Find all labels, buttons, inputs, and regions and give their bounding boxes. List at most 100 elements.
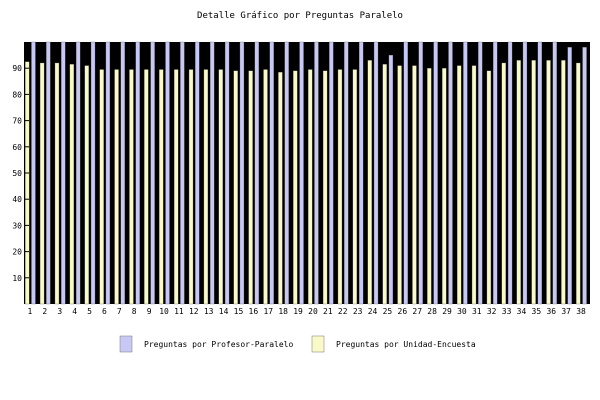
x-tick-label-20: 20: [308, 307, 318, 316]
bar-unidad-34: [516, 60, 521, 305]
bar-profesor-29: [448, 41, 453, 305]
bar-profesor-12: [195, 41, 200, 305]
x-tick-label-21: 21: [323, 307, 333, 316]
x-tick-label-38: 38: [576, 307, 586, 316]
bar-unidad-37: [561, 60, 566, 305]
bar-unidad-3: [54, 62, 60, 305]
bar-unidad-25: [382, 64, 387, 305]
x-tick-label-23: 23: [353, 307, 363, 316]
bar-unidad-35: [531, 60, 536, 305]
bar-unidad-7: [114, 69, 119, 305]
x-tick-label-3: 3: [57, 307, 62, 316]
bar-unidad-19: [293, 70, 298, 305]
x-tick-label-28: 28: [427, 307, 437, 316]
bar-unidad-13: [203, 69, 209, 305]
x-tick-label-36: 36: [546, 307, 556, 316]
bar-unidad-26: [397, 65, 402, 305]
x-tick-label-14: 14: [219, 307, 229, 316]
bar-unidad-2: [39, 62, 45, 305]
x-tick-label-37: 37: [561, 307, 571, 316]
legend-label-profesor: Preguntas por Profesor-Paralelo: [144, 340, 293, 349]
x-tick-label-19: 19: [293, 307, 303, 316]
x-tick-label-27: 27: [412, 307, 422, 316]
bar-profesor-6: [105, 41, 111, 305]
bar-profesor-31: [478, 41, 483, 305]
bar-unidad-18: [278, 71, 283, 305]
bar-unidad-16: [248, 70, 253, 305]
legend: Preguntas por Profesor-Paralelo Preguntas…: [119, 335, 476, 353]
bar-unidad-6: [99, 69, 104, 305]
bar-profesor-21: [329, 41, 334, 305]
bar-unidad-30: [456, 65, 462, 305]
y-tick-label-30: 30: [12, 221, 22, 230]
bar-profesor-5: [90, 41, 96, 305]
y-tick-label-60: 60: [12, 143, 22, 152]
bar-unidad-31: [471, 65, 477, 305]
bar-profesor-15: [239, 41, 245, 305]
bar-unidad-32: [486, 70, 492, 305]
bar-profesor-24: [373, 41, 379, 305]
x-tick-label-32: 32: [487, 307, 497, 316]
x-tick-label-33: 33: [502, 307, 512, 316]
bar-unidad-28: [427, 68, 432, 305]
y-tick-label-90: 90: [12, 64, 22, 73]
bar-profesor-20: [314, 41, 319, 305]
bar-profesor-16: [254, 41, 260, 305]
bar-unidad-38: [576, 62, 581, 305]
y-tick-label-80: 80: [12, 90, 22, 99]
bar-profesor-17: [269, 41, 274, 305]
bar-profesor-18: [284, 41, 289, 305]
x-tick-label-9: 9: [147, 307, 152, 316]
bar-profesor-34: [522, 41, 528, 305]
bar-unidad-12: [188, 69, 194, 305]
bar-profesor-28: [433, 41, 438, 305]
x-tick-label-31: 31: [472, 307, 482, 316]
bar-unidad-22: [337, 69, 343, 305]
x-tick-label-10: 10: [159, 307, 169, 316]
bar-unidad-5: [84, 65, 89, 305]
legend-label-unidad: Preguntas por Unidad-Encuesta: [336, 340, 476, 349]
bar-profesor-9: [150, 41, 155, 305]
y-tick-label-10: 10: [12, 274, 22, 283]
x-tick-label-25: 25: [383, 307, 393, 316]
bar-profesor-35: [537, 41, 543, 305]
bar-profesor-13: [210, 41, 215, 305]
x-tick-label-12: 12: [189, 307, 199, 316]
bar-profesor-11: [180, 41, 185, 305]
y-tick-label-50: 50: [12, 169, 22, 178]
bar-profesor-4: [75, 41, 81, 305]
x-tick-label-13: 13: [204, 307, 214, 316]
bar-profesor-37: [567, 47, 572, 305]
x-tick-label-26: 26: [398, 307, 408, 316]
bar-unidad-8: [129, 69, 134, 305]
chart-title: Detalle Gráfico por Preguntas Paralelo: [197, 11, 403, 21]
x-tick-label-2: 2: [42, 307, 47, 316]
bar-profesor-7: [120, 41, 125, 305]
x-tick-label-30: 30: [457, 307, 467, 316]
x-tick-label-34: 34: [517, 307, 527, 316]
y-tick-label-40: 40: [12, 195, 22, 204]
x-axis: 1 2 3 4 5 6 7 8 9 10 11 12 13 14 15 16 17 18 19 20 21 22 23 24 2…: [28, 307, 587, 316]
bar-unidad-10: [159, 69, 164, 305]
x-tick-label-15: 15: [234, 307, 244, 316]
x-tick-label-7: 7: [117, 307, 122, 316]
bar-unidad-14: [218, 69, 223, 305]
bar-unidad-33: [501, 62, 506, 305]
bar-profesor-38: [582, 47, 587, 305]
bar-unidad-1: [25, 61, 30, 305]
bar-profesor-14: [224, 41, 230, 305]
bar-unidad-29: [442, 68, 447, 305]
bar-profesor-8: [135, 41, 140, 305]
bar-profesor-26: [403, 41, 408, 305]
x-tick-label-1: 1: [28, 307, 33, 316]
bar-unidad-24: [367, 60, 372, 305]
x-tick-label-8: 8: [132, 307, 137, 316]
x-tick-label-35: 35: [532, 307, 542, 316]
bar-profesor-23: [358, 41, 364, 305]
y-tick-label-70: 70: [12, 117, 22, 126]
x-tick-label-29: 29: [442, 307, 452, 316]
bar-profesor-2: [46, 41, 51, 305]
bar-profesor-30: [463, 41, 468, 305]
y-axis: 10 20 30 40 50 60 70 80 90: [12, 64, 29, 283]
